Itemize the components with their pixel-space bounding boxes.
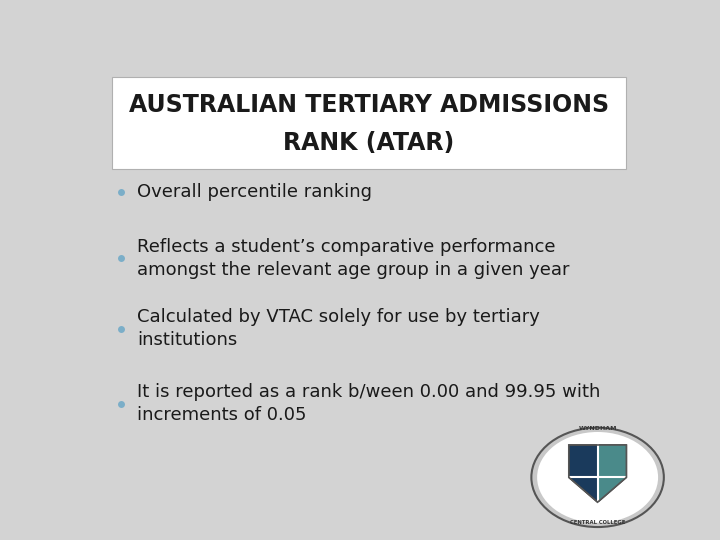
Circle shape xyxy=(537,432,658,523)
Text: WYNDHAM: WYNDHAM xyxy=(578,426,617,431)
Text: RANK (ATAR): RANK (ATAR) xyxy=(284,131,454,155)
Polygon shape xyxy=(598,445,626,477)
FancyBboxPatch shape xyxy=(112,77,626,168)
Text: Overall percentile ranking: Overall percentile ranking xyxy=(138,183,372,201)
Polygon shape xyxy=(569,445,626,502)
Polygon shape xyxy=(598,477,626,502)
Text: CENTRAL COLLEGE: CENTRAL COLLEGE xyxy=(570,520,625,525)
Text: Calculated by VTAC solely for use by tertiary
institutions: Calculated by VTAC solely for use by ter… xyxy=(138,308,540,349)
Text: It is reported as a rank b/ween 0.00 and 99.95 with
increments of 0.05: It is reported as a rank b/ween 0.00 and… xyxy=(138,383,600,424)
Text: AUSTRALIAN TERTIARY ADMISSIONS: AUSTRALIAN TERTIARY ADMISSIONS xyxy=(129,93,609,117)
Text: Reflects a student’s comparative performance
amongst the relevant age group in a: Reflects a student’s comparative perform… xyxy=(138,238,570,279)
Circle shape xyxy=(531,428,664,527)
